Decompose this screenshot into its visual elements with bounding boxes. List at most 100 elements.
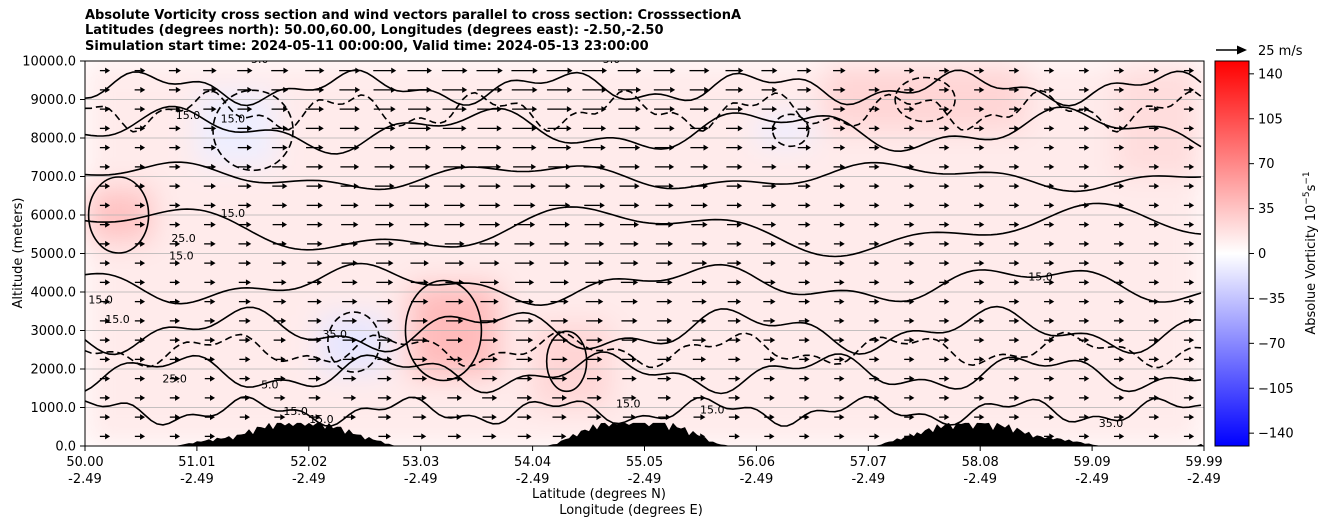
wind-vector-head [460,202,466,209]
wind-vector-head [979,106,985,113]
wind-vector-head [390,144,396,151]
wind-vector-head [944,221,950,228]
wind-vector-head [532,67,538,74]
wind-vector-head [770,337,776,344]
wind-vector-head [245,279,251,286]
wind-vector-head [596,414,602,421]
contour-label: 25.0 [162,372,187,385]
wind-vector-head [1049,375,1055,382]
wind-vector-head [596,394,602,401]
wind-vector-head [1049,356,1055,363]
wind-vector-head [806,106,812,113]
wind-vector-head [701,317,707,324]
wind-vector-head [496,163,502,170]
wind-vector-head [839,414,845,421]
wind-vector-head [669,125,675,132]
wind-vector-head [769,394,775,401]
wind-vector-head [1084,433,1090,440]
wind-vector-head [1154,414,1160,421]
contour-label: 15.0 [616,398,641,411]
wind-vector-head [316,337,322,344]
contour-label: 15.0 [88,294,113,307]
contour-line [85,161,1202,193]
wind-vector-head [874,279,880,286]
wind-vector-head [562,394,568,401]
y-tick-label: 2000.0 [31,363,77,378]
y-tick-label: 8000.0 [31,132,77,147]
wind-vector-head [246,144,252,151]
wind-vector-head [528,317,534,324]
wind-vector-head [770,260,776,267]
wind-vector-head [140,106,146,113]
wind-vector-head [1084,260,1090,267]
wind-vector-head [944,356,950,363]
contour-line [85,262,1202,307]
wind-vector-head [458,317,464,324]
wind-vector-head [1154,433,1160,440]
contour-line [85,331,1202,369]
wind-vector-head [804,337,810,344]
wind-vector-head [175,317,181,324]
wind-vector-head [1189,298,1195,305]
wind-vector-head [210,279,216,286]
wind-vector-head [422,375,428,382]
wind-vector-head [457,356,463,363]
wind-vector-head [565,202,571,209]
x-tick-label-lon: -2.49 [963,472,997,487]
wind-vector-head [736,221,742,228]
wind-vector-head [839,375,845,382]
wind-vector-head [735,337,741,344]
wind-vector-head [805,279,811,286]
wind-vector-head [771,125,777,132]
wind-vector-head [1189,67,1195,74]
wind-vector-head [1014,260,1020,267]
wind-vector-head [209,375,215,382]
wind-vector-head [734,433,740,440]
wind-vector-head [315,414,321,421]
wind-vector-head [105,183,111,190]
wind-vector-head [105,356,111,363]
wind-vector-head [246,202,252,209]
wind-vector-head [1119,433,1125,440]
wind-vector-head [1014,86,1020,93]
wind-vector-head [352,298,358,305]
wind-vector-head [1189,221,1195,228]
wind-vector-head [944,414,950,421]
wind-vector-head [944,317,950,324]
wind-vector-head [667,260,673,267]
wind-vector-head [210,202,216,209]
wind-vector-head [944,144,950,151]
wind-vector-head [422,337,428,344]
wind-vector-head [636,67,642,74]
wind-vector-head [1119,317,1125,324]
chart-title-line-1: Absolute Vorticity cross section and win… [85,8,742,23]
wind-vector-head [804,394,810,401]
wind-vector-head [1049,144,1055,151]
wind-vector-head [389,183,395,190]
wind-vector-head [909,106,915,113]
wind-vector-head [599,240,605,247]
wind-vector-head [979,298,985,305]
wind-vector-head [909,414,915,421]
wind-vector-head [1084,163,1090,170]
wind-vector-head [909,67,915,74]
contour-label: 15.0 [221,207,246,220]
y-axis-label: Altitude (meters) [11,198,26,309]
x-tick-label-lat: 56.06 [738,455,775,470]
wind-vector-head [459,240,465,247]
wind-vector-head [353,183,359,190]
wind-vector-head [598,279,604,286]
wind-vector-head [105,202,111,209]
wind-vector-head [769,375,775,382]
wind-vector-head [598,260,604,267]
wind-vector-head [874,433,880,440]
contour-label: 15.0 [700,403,725,416]
wind-vector-head [352,317,358,324]
wind-vector-head [567,86,573,93]
wind-vector-head [281,317,287,324]
wind-vector-head [1084,394,1090,401]
wind-vector-head [703,106,709,113]
wind-vector-head [389,221,395,228]
wind-vector-head [667,298,673,305]
wind-vector-head [458,298,464,305]
